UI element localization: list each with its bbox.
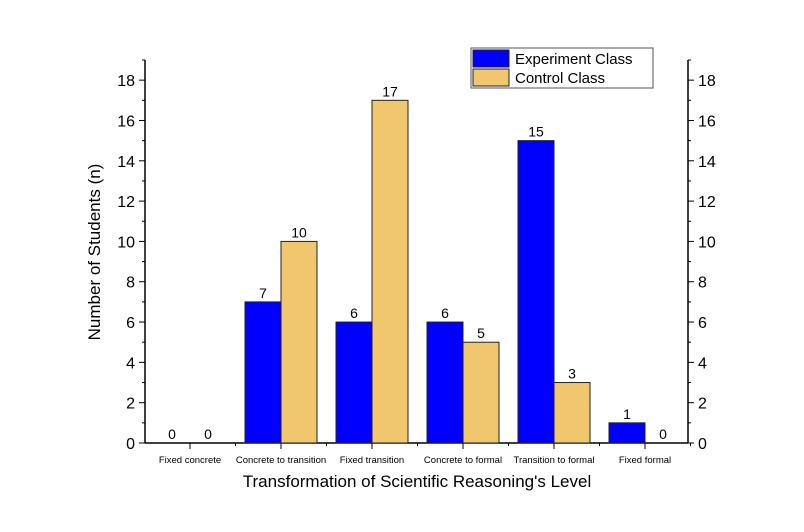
y-tick-label-right: 18 [698,73,716,90]
y-tick-label-right: 10 [698,234,716,251]
y-tick-label-left: 12 [117,194,135,211]
y-tick-label-right: 14 [698,154,716,171]
bar-experiment [608,422,646,444]
bar-experiment [517,140,555,444]
y-tick-label-left: 6 [126,315,135,332]
data-label: 15 [528,124,544,140]
legend-label: Control Class [515,70,605,87]
data-label: 0 [168,426,176,442]
legend-swatch [472,68,510,87]
y-tick-label-left: 8 [126,275,135,292]
y-tick-label-right: 2 [698,396,707,413]
y-tick-label-right: 6 [698,315,707,332]
bar-experiment [335,321,373,444]
y-tick-label-left: 2 [126,396,135,413]
data-label: 10 [291,224,307,240]
y-tick-label-left: 0 [126,436,135,453]
x-tick-label: Concrete to transition [236,455,326,466]
x-tick-label: Transition to formal [514,455,595,466]
bar-control [371,99,409,444]
y-tick-label-right: 16 [698,113,716,130]
data-label: 0 [659,426,667,442]
x-tick-label: Concrete to formal [424,455,502,466]
x-tick-label: Fixed concrete [159,455,221,466]
data-label: 17 [382,83,398,99]
y-tick-label-right: 0 [698,436,707,453]
y-tick-label-left: 14 [117,154,135,171]
legend-label: Experiment Class [515,51,633,68]
data-label: 1 [623,406,631,422]
bar-experiment [244,301,282,444]
data-label: 7 [259,285,267,301]
data-label: 3 [568,366,576,382]
y-tick-label-left: 4 [126,355,135,372]
x-tick-label: Fixed transition [340,455,404,466]
y-tick-label-left: 16 [117,113,135,130]
y-tick-label-right: 8 [698,275,707,292]
y-tick-label-left: 10 [117,234,135,251]
y-tick-label-left: 18 [117,73,135,90]
bar-control [280,240,318,444]
bar-control [553,382,591,444]
data-label: 6 [441,305,449,321]
bar-experiment [426,321,464,444]
data-label: 0 [204,426,212,442]
x-tick-label: Fixed formal [619,455,671,466]
x-axis-title: Transformation of Scientific Reasoning's… [243,472,591,491]
y-tick-label-right: 12 [698,194,716,211]
legend-swatch [472,49,510,68]
data-label: 6 [350,305,358,321]
bar-control [462,341,500,444]
y-axis-title: Number of Students (n) [85,164,104,341]
data-label: 5 [477,325,485,341]
y-tick-label-right: 4 [698,355,707,372]
